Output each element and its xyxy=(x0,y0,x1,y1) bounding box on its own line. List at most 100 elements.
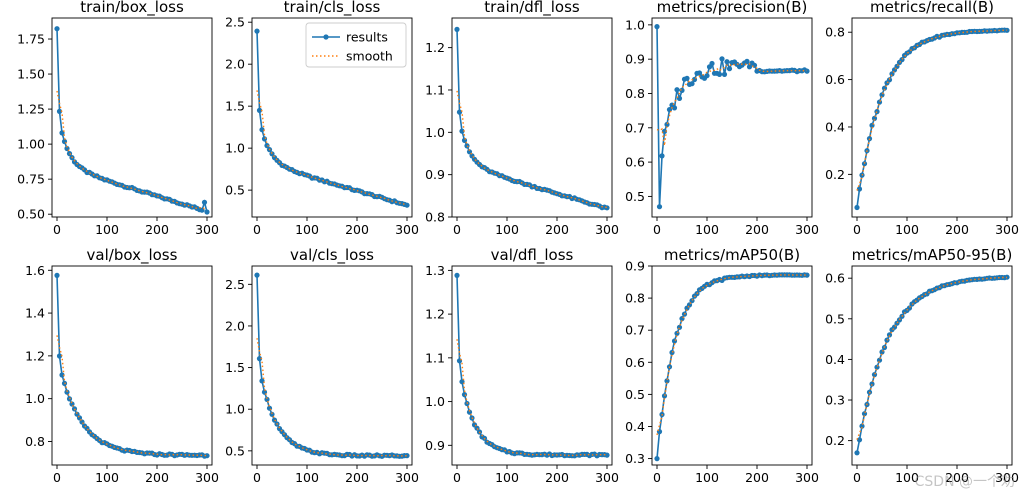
x-tick-label: 300 xyxy=(795,222,819,237)
results-point xyxy=(709,60,715,67)
results-point xyxy=(684,75,690,81)
results-point xyxy=(266,405,273,411)
x-tick-label: 0 xyxy=(53,222,61,237)
results-point xyxy=(861,161,868,167)
x-tick-label: 100 xyxy=(95,470,119,485)
results-point xyxy=(261,136,268,142)
x-tick-label: 300 xyxy=(395,470,419,485)
y-tick-label: 1.1 xyxy=(425,350,445,365)
axes-frame xyxy=(851,265,1013,466)
y-tick-label: 0.50 xyxy=(17,207,45,222)
y-tick-label: 0.8 xyxy=(825,25,845,40)
subplot-title: metrics/mAP50(B) xyxy=(664,246,800,264)
results-line xyxy=(856,29,1008,208)
results-point xyxy=(854,450,860,456)
smooth-line xyxy=(856,29,1008,191)
smooth-line xyxy=(56,90,208,210)
smooth-line xyxy=(56,335,208,457)
subplot-title: val/box_loss xyxy=(87,246,178,265)
x-tick-label: 100 xyxy=(495,470,519,485)
subplot-7: val/cls_loss 0 100 200 300 0.5 1.0 1.5 2.0 2.5 xyxy=(225,246,419,485)
x-tick-label: 200 xyxy=(545,222,569,237)
y-tick-label: 0.5 xyxy=(225,183,245,198)
y-tick-label: 1.6 xyxy=(25,263,45,278)
x-tick-label: 0 xyxy=(653,222,661,237)
smooth-line xyxy=(856,276,1007,440)
y-tick-label: 0.8 xyxy=(625,291,645,306)
y-tick-label: 1.3 xyxy=(425,263,445,278)
y-tick-label: 0.3 xyxy=(625,451,645,466)
results-point xyxy=(264,143,270,149)
results-point xyxy=(54,26,60,32)
y-tick-label: 2.5 xyxy=(225,15,245,30)
subplot-title: train/dfl_loss xyxy=(484,0,580,17)
x-tick-label: 0 xyxy=(53,470,61,485)
results-point xyxy=(254,272,260,278)
watermark: CSDN @一个劝 xyxy=(914,474,1015,490)
y-tick-label: 1.0 xyxy=(225,402,245,417)
results-point xyxy=(454,272,460,278)
y-tick-label: 2.5 xyxy=(225,277,245,292)
x-tick-label: 0 xyxy=(453,470,461,485)
x-tick-label: 0 xyxy=(653,470,661,485)
y-tick-label: 0.8 xyxy=(425,210,445,225)
results-point xyxy=(256,107,263,113)
results-point xyxy=(54,272,60,278)
y-tick-label: 0.3 xyxy=(825,393,845,408)
results-point xyxy=(264,396,270,402)
x-tick-label: 200 xyxy=(145,470,169,485)
smooth-line xyxy=(256,90,408,206)
x-tick-label: 300 xyxy=(195,470,219,485)
y-tick-label: 1.0 xyxy=(25,391,45,406)
results-point xyxy=(704,73,710,79)
results-point xyxy=(74,411,80,417)
results-point xyxy=(604,452,610,458)
results-point xyxy=(881,85,888,91)
x-tick-label: 300 xyxy=(795,470,819,485)
results-point xyxy=(664,378,670,384)
results-point xyxy=(874,109,880,115)
results-point xyxy=(721,71,728,77)
legend-results-label: results xyxy=(346,30,388,45)
smooth-line xyxy=(456,90,608,209)
results-point xyxy=(719,56,725,62)
results-point xyxy=(654,24,660,30)
y-tick-label: 0.7 xyxy=(625,323,645,338)
y-tick-label: 0.5 xyxy=(625,387,645,402)
results-point xyxy=(746,64,753,70)
y-tick-label: 1.5 xyxy=(225,360,245,375)
results-point xyxy=(204,209,210,215)
results-point xyxy=(269,411,275,417)
results-point xyxy=(59,372,65,378)
results-line xyxy=(456,29,608,209)
results-point xyxy=(879,349,885,355)
x-tick-label: 300 xyxy=(395,222,419,237)
y-tick-label: 1.75 xyxy=(17,32,45,47)
results-point xyxy=(871,115,878,121)
x-tick-label: 100 xyxy=(895,470,919,485)
y-tick-label: 0.4 xyxy=(825,119,845,134)
results-point xyxy=(604,205,610,211)
x-tick-label: 0 xyxy=(253,470,261,485)
results-point xyxy=(456,109,463,115)
subplot-8: val/dfl_loss 0 100 200 300 0.9 1.0 1.1 1.2 1.3 xyxy=(425,246,619,485)
y-tick-label: 0.9 xyxy=(625,259,645,274)
x-tick-label: 200 xyxy=(945,470,969,485)
results-point xyxy=(856,186,863,192)
smooth-line xyxy=(656,63,807,146)
y-tick-label: 1.00 xyxy=(17,137,45,152)
y-tick-label: 1.0 xyxy=(625,17,645,32)
smooth-line xyxy=(456,339,608,457)
axes-frame xyxy=(651,265,813,466)
subplot-title: val/dfl_loss xyxy=(491,246,574,265)
results-point xyxy=(671,338,678,344)
y-tick-label: 0.9 xyxy=(425,167,445,182)
x-tick-label: 200 xyxy=(745,222,769,237)
y-tick-label: 0.7 xyxy=(625,120,645,135)
x-tick-label: 0 xyxy=(253,222,261,237)
results-point xyxy=(869,381,875,387)
results-point xyxy=(656,204,663,210)
y-tick-label: 0.9 xyxy=(625,52,645,67)
results-point xyxy=(859,423,865,429)
y-tick-label: 1.5 xyxy=(225,99,245,114)
